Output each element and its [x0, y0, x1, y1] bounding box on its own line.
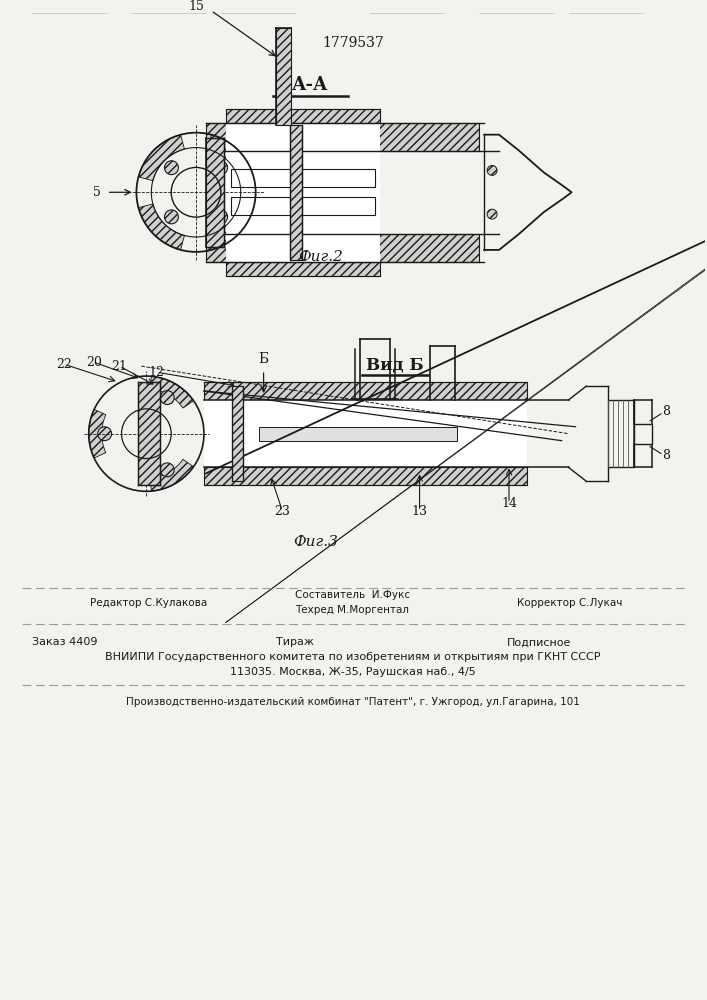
Bar — [139, 382, 160, 485]
Text: Вид Б: Вид Б — [366, 356, 423, 373]
Text: 8: 8 — [662, 405, 670, 418]
Text: 22: 22 — [56, 358, 72, 371]
Bar — [608, 400, 634, 467]
Text: 13: 13 — [411, 505, 428, 518]
Text: Корректор С.Лукач: Корректор С.Лукач — [517, 598, 622, 608]
Circle shape — [98, 427, 112, 441]
Wedge shape — [151, 376, 194, 408]
Circle shape — [214, 161, 228, 175]
Bar — [230, 169, 375, 187]
Wedge shape — [151, 459, 194, 491]
Bar — [204, 400, 527, 467]
Bar — [206, 138, 224, 247]
Text: 113035. Москва, Ж-35, Раушская наб., 4/5: 113035. Москва, Ж-35, Раушская наб., 4/5 — [230, 667, 476, 677]
Bar — [291, 125, 303, 260]
Bar — [232, 386, 243, 481]
Bar — [226, 109, 380, 123]
Text: Редактор С.Кулакова: Редактор С.Кулакова — [90, 598, 207, 608]
Bar — [204, 382, 527, 400]
Text: Фиг.2: Фиг.2 — [298, 250, 343, 264]
Text: 15: 15 — [188, 0, 204, 13]
Wedge shape — [139, 204, 185, 250]
Text: Производственно-издательский комбинат "Патент", г. Ужгород, ул.Гагарина, 101: Производственно-издательский комбинат "П… — [126, 697, 580, 707]
Text: 5: 5 — [93, 186, 100, 199]
Bar — [226, 262, 380, 276]
Bar — [259, 427, 457, 441]
Circle shape — [160, 463, 174, 477]
Text: Техред М.Моргентал: Техред М.Моргентал — [296, 605, 409, 615]
Bar — [634, 424, 652, 444]
Text: Подписное: Подписное — [507, 637, 571, 647]
Text: 12: 12 — [148, 366, 164, 379]
Circle shape — [160, 391, 174, 405]
Wedge shape — [139, 135, 185, 181]
Bar — [204, 467, 527, 485]
Circle shape — [487, 209, 497, 219]
Text: 1779537: 1779537 — [322, 36, 384, 50]
Text: А-А: А-А — [292, 76, 329, 94]
Circle shape — [165, 161, 178, 175]
Bar — [276, 28, 291, 125]
Text: 20: 20 — [86, 356, 102, 369]
Wedge shape — [208, 135, 254, 181]
Wedge shape — [89, 409, 106, 458]
Text: 23: 23 — [274, 505, 291, 518]
Circle shape — [214, 210, 228, 224]
Bar — [230, 197, 375, 215]
Text: Заказ 4409: Заказ 4409 — [32, 637, 98, 647]
Circle shape — [165, 210, 178, 224]
Text: Составитель  И.Фукс: Составитель И.Фукс — [296, 590, 411, 600]
Text: 8: 8 — [662, 449, 670, 462]
Text: Тираж: Тираж — [276, 637, 315, 647]
Text: 14: 14 — [501, 497, 517, 510]
Bar — [226, 123, 380, 262]
Text: 21: 21 — [112, 360, 127, 373]
Bar — [206, 234, 479, 262]
Text: Б: Б — [259, 352, 269, 366]
Bar — [206, 123, 479, 151]
Text: ВНИИПИ Государственного комитета по изобретениям и открытиям при ГКНТ СССР: ВНИИПИ Государственного комитета по изоб… — [105, 652, 601, 662]
Text: Фиг.3: Фиг.3 — [293, 535, 338, 549]
Circle shape — [487, 165, 497, 175]
Wedge shape — [208, 204, 254, 250]
